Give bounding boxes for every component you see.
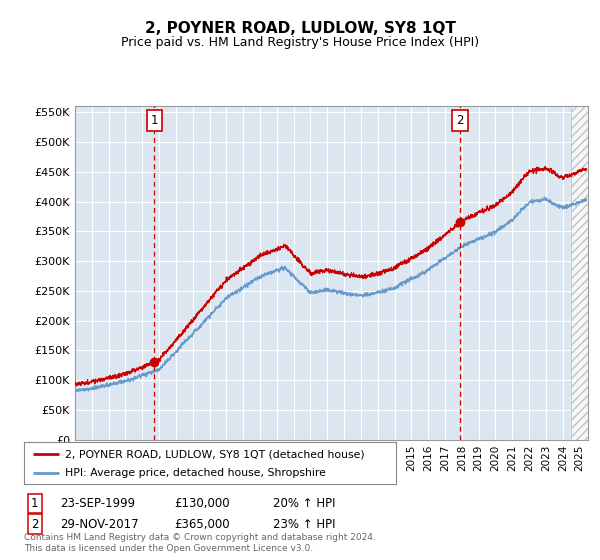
Text: 29-NOV-2017: 29-NOV-2017 bbox=[60, 517, 139, 531]
Text: 2: 2 bbox=[457, 114, 464, 127]
Text: 1: 1 bbox=[31, 497, 38, 510]
Text: 20% ↑ HPI: 20% ↑ HPI bbox=[273, 497, 335, 510]
Text: Price paid vs. HM Land Registry's House Price Index (HPI): Price paid vs. HM Land Registry's House … bbox=[121, 36, 479, 49]
Text: 2: 2 bbox=[31, 517, 38, 531]
Text: 23% ↑ HPI: 23% ↑ HPI bbox=[273, 517, 335, 531]
Text: 1: 1 bbox=[151, 114, 158, 127]
Text: HPI: Average price, detached house, Shropshire: HPI: Average price, detached house, Shro… bbox=[65, 468, 326, 478]
Text: Contains HM Land Registry data © Crown copyright and database right 2024.
This d: Contains HM Land Registry data © Crown c… bbox=[24, 533, 376, 553]
Bar bbox=[571, 106, 588, 440]
Text: £130,000: £130,000 bbox=[174, 497, 230, 510]
Text: 2, POYNER ROAD, LUDLOW, SY8 1QT: 2, POYNER ROAD, LUDLOW, SY8 1QT bbox=[145, 21, 455, 36]
Text: 23-SEP-1999: 23-SEP-1999 bbox=[60, 497, 135, 510]
Text: £365,000: £365,000 bbox=[174, 517, 230, 531]
Text: 2, POYNER ROAD, LUDLOW, SY8 1QT (detached house): 2, POYNER ROAD, LUDLOW, SY8 1QT (detache… bbox=[65, 449, 365, 459]
